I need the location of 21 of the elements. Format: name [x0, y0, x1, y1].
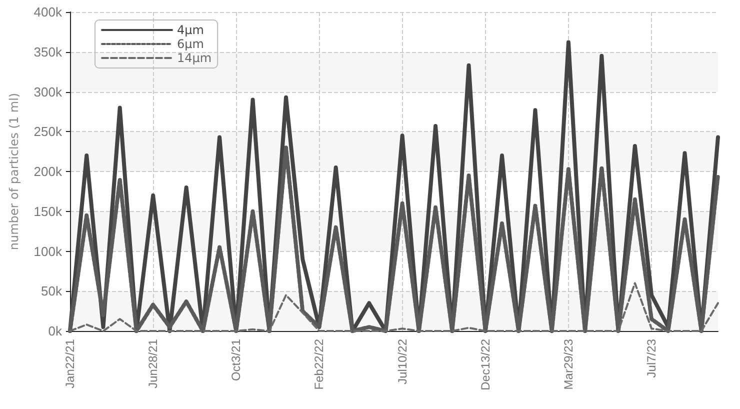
y-tick-label: 100k [34, 244, 62, 259]
x-tick-label: Dec13/22 [478, 338, 492, 390]
x-tick-label: Feb22/22 [312, 338, 326, 390]
y-tick-label: 350k [34, 44, 62, 60]
y-tick-label: 200k [34, 164, 62, 179]
y-tick-label: 300k [34, 84, 62, 100]
text: 14μm [177, 51, 212, 65]
text: 6μm [177, 37, 204, 51]
y-tick-label: 50k [41, 284, 62, 299]
x-tick-label: Jan22/21 [63, 338, 77, 388]
y-tick-label: 250k [34, 124, 62, 140]
x-tick-label: Jul7/23 [644, 338, 659, 378]
y-tick-label: 400k [34, 4, 62, 20]
x-tick-label: Mar29/23 [561, 338, 576, 390]
y-tick-label: 0k [48, 324, 62, 338]
text: 4μm [177, 23, 204, 37]
y-axis-title: number of particles (1 ml) [7, 92, 21, 250]
x-tick-label: Oct3/21 [229, 338, 244, 382]
y-tick-label: 150k [34, 204, 62, 219]
x-tick-label: Jul10/22 [395, 338, 410, 384]
x-tick-label: Jun28/21 [146, 338, 160, 388]
